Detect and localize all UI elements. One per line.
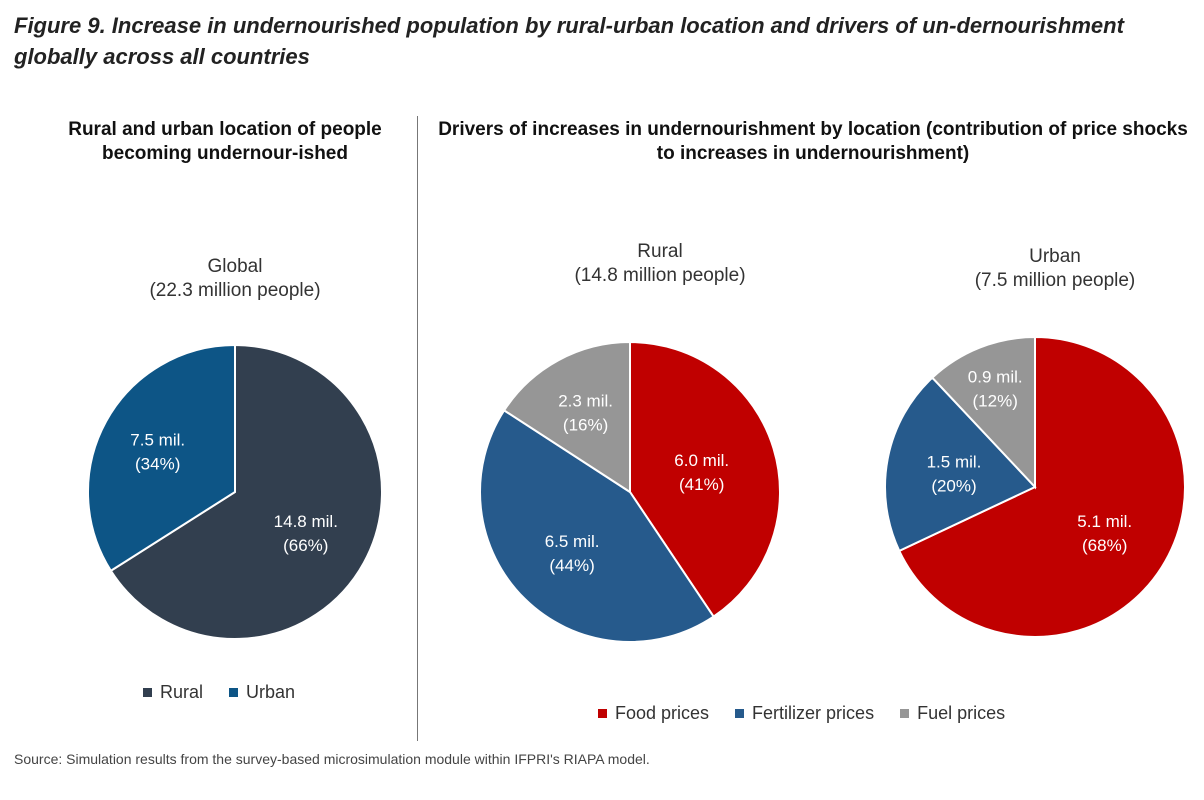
pie-title-urban: Urban (7.5 million people) bbox=[900, 245, 1204, 293]
source-note: Source: Simulation results from the surv… bbox=[14, 751, 650, 767]
pie-slice-global-rural bbox=[109, 343, 383, 640]
legend-swatch-fertilizer bbox=[735, 709, 745, 718]
pie-title-global: Global (22.3 million people) bbox=[80, 255, 390, 303]
pie-slice-urban-food-prices bbox=[897, 335, 1186, 638]
pie-label-rural-food-prices: 6.0 mil. (41%) bbox=[674, 451, 729, 494]
left-panel-title: Rural and urban location of people becom… bbox=[68, 119, 382, 164]
pie-label-urban-food-prices: 5.1 mil. (68%) bbox=[1077, 512, 1132, 555]
pie-slice-rural-fuel-prices bbox=[502, 340, 631, 494]
pie-label-urban-fuel-prices: 0.9 mil. (12%) bbox=[968, 368, 1023, 411]
pie-slice-rural-food-prices bbox=[629, 340, 781, 618]
figure-title: Figure 9. Increase in undernourished pop… bbox=[14, 13, 1124, 69]
pie-label-global-urban: 7.5 mil. (34%) bbox=[130, 431, 185, 474]
right-panel-title: Drivers of increases in undernourishment… bbox=[438, 119, 1188, 164]
panel-divider bbox=[417, 116, 418, 741]
pie-title-rural: Rural (14.8 million people) bbox=[505, 240, 815, 288]
pie-label-rural-fuel-prices: 2.3 mil. (16%) bbox=[558, 391, 613, 434]
pie-slice-global-urban bbox=[87, 343, 236, 573]
legend-item-food: Food prices bbox=[598, 703, 709, 724]
legend-item-rural: Rural bbox=[143, 682, 203, 703]
pie-label-rural-fertilizer-prices: 6.5 mil. (44%) bbox=[545, 532, 600, 575]
pie-title-rural-name: Rural bbox=[637, 241, 683, 262]
legend-label-rural: Rural bbox=[160, 682, 204, 702]
legend-swatch-fuel bbox=[900, 709, 910, 718]
legend-item-fertilizer: Fertilizer prices bbox=[735, 703, 874, 724]
pie-slice-urban-fuel-prices bbox=[930, 335, 1036, 490]
pie-slice-rural-fertilizer-prices bbox=[479, 408, 715, 643]
pie-title-global-name: Global bbox=[207, 256, 263, 277]
legend-label-fertilizer: Fertilizer prices bbox=[752, 703, 875, 723]
pie-label-global-rural: 14.8 mil. (66%) bbox=[274, 512, 338, 555]
legend-item-urban: Urban bbox=[229, 682, 295, 703]
pie-title-urban-subtitle: (7.5 million people) bbox=[974, 270, 1136, 291]
legend-item-fuel: Fuel prices bbox=[900, 703, 1005, 724]
legend-swatch-food bbox=[598, 709, 607, 718]
legend-swatch-rural bbox=[143, 688, 152, 697]
pie-title-urban-name: Urban bbox=[1029, 246, 1081, 267]
pie-slice-urban-fertilizer-prices bbox=[884, 376, 1037, 553]
legend-drivers: Food prices Fertilizer prices Fuel price… bbox=[598, 703, 1005, 724]
legend-label-food: Food prices bbox=[615, 703, 710, 723]
pie-title-rural-subtitle: (14.8 million people) bbox=[574, 265, 746, 286]
legend-swatch-urban bbox=[229, 688, 239, 697]
pie-title-global-subtitle: (22.3 million people) bbox=[149, 280, 321, 301]
legend-label-fuel: Fuel prices bbox=[917, 703, 1006, 723]
legend-label-urban: Urban bbox=[246, 682, 296, 702]
pie-label-urban-fertilizer-prices: 1.5 mil. (20%) bbox=[927, 453, 982, 496]
legend-location: Rural Urban bbox=[143, 682, 295, 703]
